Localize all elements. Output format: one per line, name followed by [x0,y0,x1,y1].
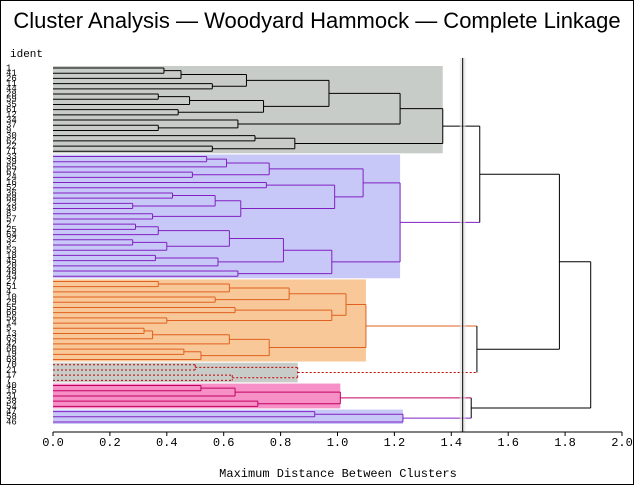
leaf-label: 5 [6,324,11,334]
x-tick-label: 2.0 [611,436,633,450]
cluster-fill [53,362,298,383]
leaf-label: 55 [6,303,17,313]
leaf-label: 16 [6,178,17,188]
leaf-label: 29 [6,298,17,308]
leaf-label: 54 [6,402,17,412]
leaf-label: 25 [6,225,17,235]
leaf-label: 42 [6,339,17,349]
leaf-label: 33 [6,152,17,162]
leaf-label: 24 [6,173,17,183]
leaf-label: 32 [6,235,17,245]
leaf-label: 58 [6,412,17,422]
leaf-label: 53 [6,246,17,256]
leaf-label: 3 [6,240,11,250]
leaf-label: 68 [6,194,17,204]
leaf-label: 40 [6,381,17,391]
leaf-label: 15 [6,386,17,396]
leaf-label: 52 [6,183,17,193]
leaf-label: 14 [6,318,17,328]
x-tick-label: 0.0 [42,436,64,450]
leaf-label: 23 [6,199,17,209]
leaf-label: 64 [6,230,17,240]
leaf-label: 43 [6,272,17,282]
leaf-label: 37 [6,121,17,131]
leaf-label: 35 [6,100,17,110]
leaf-label: 10 [6,292,17,302]
x-tick-label: 1.2 [384,436,406,450]
x-tick-label: 1.8 [554,436,576,450]
leaf-label: 17 [6,371,17,381]
leaf-label: 20 [6,261,17,271]
leaf-label: 13 [6,329,17,339]
leaf-label: 8 [6,209,11,219]
x-tick-label: 1.0 [327,436,349,450]
leaf-label: 49 [6,204,17,214]
leaf-label: 51 [6,282,17,292]
leaf-label: 61 [6,105,17,115]
leaf-label: 28 [6,89,17,99]
leaf-label: 47 [6,407,17,417]
x-tick-label: 1.6 [497,436,519,450]
leaf-label: 70 [6,360,17,370]
leaf-label: 62 [6,136,17,146]
leaf-label: 63 [6,334,17,344]
leaf-label: 22 [6,141,17,151]
leaf-label: 2 [6,220,11,230]
leaf-label: 57 [6,214,17,224]
leaf-label: 34 [6,115,17,125]
chart-title: Cluster Analysis — Woodyard Hammock — Co… [13,8,620,33]
leaf-label: 60 [6,344,17,354]
leaf-label: 48 [6,266,17,276]
x-tick-label: 0.4 [156,436,178,450]
leaf-label: 71 [6,147,17,157]
leaf-label: 12 [6,110,17,120]
leaf-label: 36 [6,188,17,198]
leaf-label: 46 [6,417,17,427]
x-tick-label: 0.8 [270,436,292,450]
leaf-label: 56 [6,313,17,323]
leaf-label: 4 [6,287,11,297]
leaf-label: 11 [6,79,17,89]
leaf-label: 69 [6,355,17,365]
leaf-label: 31 [6,391,17,401]
x-tick-label: 1.4 [440,436,462,450]
leaf-label: 45 [6,256,17,266]
leaf-label: 66 [6,308,17,318]
leaf-label: 19 [6,350,17,360]
leaf-label: 67 [6,167,17,177]
leaf-label: 30 [6,131,17,141]
x-tick-label: 0.2 [99,436,121,450]
leaf-label: 39 [6,157,17,167]
leaf-label: 65 [6,162,17,172]
y-axis-title: ident [10,49,43,61]
leaf-label: 59 [6,95,17,105]
x-axis-title: Maximum Distance Between Clusters [219,467,457,481]
leaf-label: 41 [6,69,17,79]
leaf-label: 7 [6,376,11,386]
leaf-label: 1 [6,63,11,73]
leaf-label: 21 [6,365,17,375]
leaf-label: 18 [6,251,17,261]
leaf-label: 27 [6,277,17,287]
leaf-label: 9 [6,126,11,136]
leaf-label: 26 [6,74,17,84]
x-tick-label: 0.6 [213,436,235,450]
leaf-label: 44 [6,84,17,94]
leaf-label: 38 [6,397,17,407]
